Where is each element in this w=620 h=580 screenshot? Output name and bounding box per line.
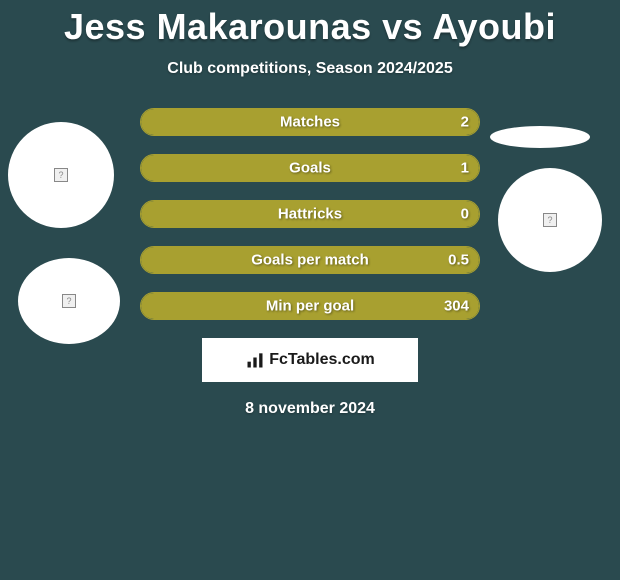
player-avatar-left-1: ? [8,122,114,228]
stat-value-left: 1 [461,160,469,177]
stat-label: Hattricks [278,206,342,223]
player-avatar-left-2: ? [18,258,120,344]
stat-row-goals: Goals 1 [140,154,480,182]
branding-chart-icon [245,350,265,370]
broken-image-icon: ? [54,168,68,182]
player-avatar-right-ellipse [490,126,590,148]
stat-row-goals-per-match: Goals per match 0.5 [140,246,480,274]
stat-row-hattricks: Hattricks 0 [140,200,480,228]
page-title: Jess Makarounas vs Ayoubi [0,0,620,48]
stat-value-left: 0.5 [448,252,469,269]
branding-box: FcTables.com [202,338,418,382]
stat-label: Goals per match [251,252,369,269]
stat-row-matches: Matches 2 [140,108,480,136]
stat-row-min-per-goal: Min per goal 304 [140,292,480,320]
subtitle: Club competitions, Season 2024/2025 [0,60,620,78]
date-text: 8 november 2024 [0,400,620,418]
stat-value-left: 304 [444,298,469,315]
stat-value-left: 2 [461,114,469,131]
broken-image-icon: ? [543,213,557,227]
broken-image-icon: ? [62,294,76,308]
stat-label: Min per goal [266,298,354,315]
branding-text: FcTables.com [269,351,375,369]
stat-value-left: 0 [461,206,469,223]
player-avatar-right-1: ? [498,168,602,272]
stat-label: Matches [280,114,340,131]
stats-container: Matches 2 Goals 1 Hattricks 0 Goals per … [140,108,480,320]
stat-label: Goals [289,160,331,177]
